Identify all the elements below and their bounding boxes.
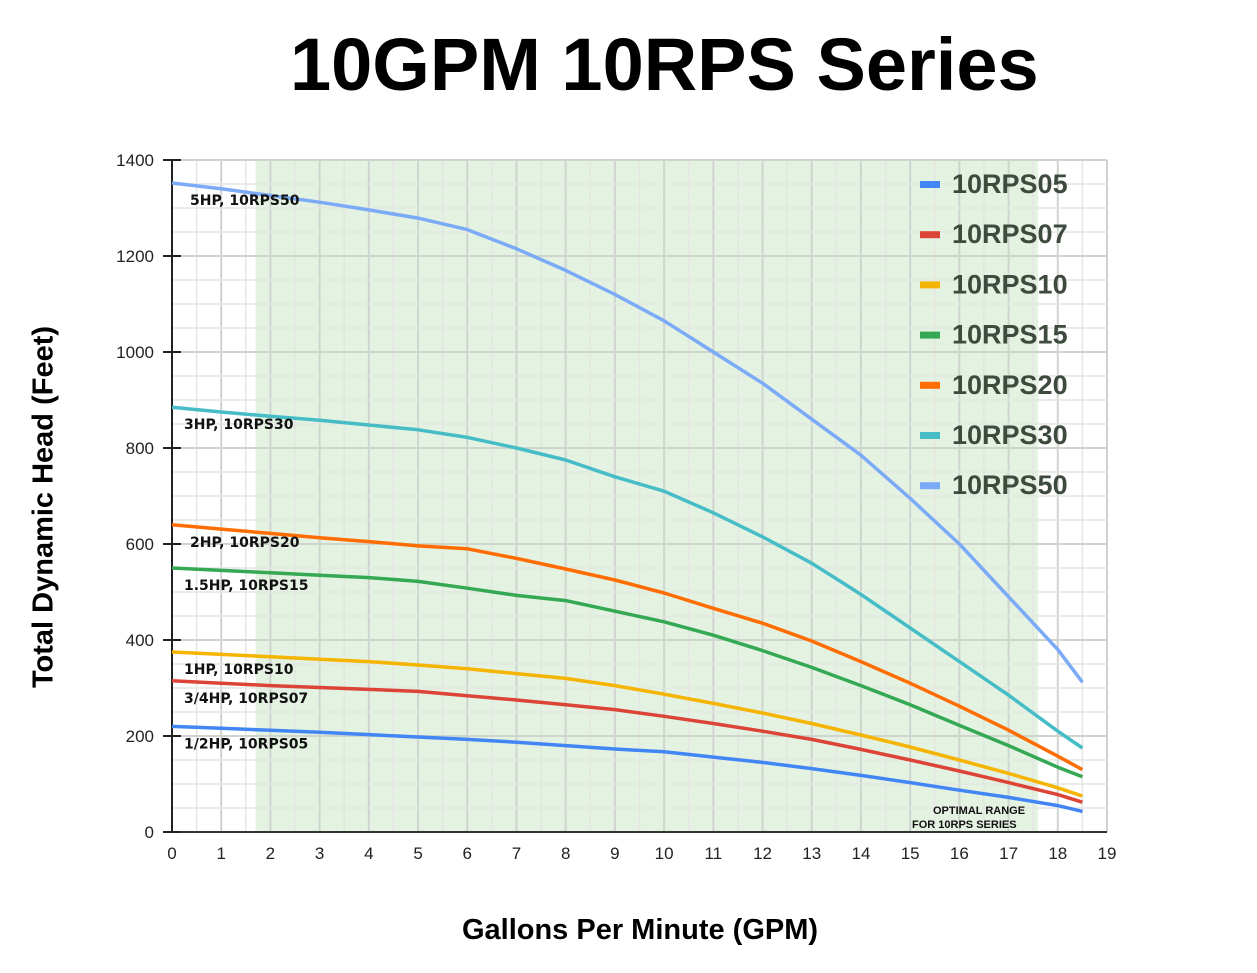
- series-annotation: 2HP, 10RPS20: [190, 535, 300, 551]
- x-tick-label: 16: [950, 844, 969, 863]
- series-annotation: 1HP, 10RPS10: [184, 662, 294, 678]
- y-tick-label: 800: [126, 439, 154, 458]
- x-tick-label: 1: [216, 844, 225, 863]
- x-tick-label: 9: [610, 844, 619, 863]
- y-tick-label: 200: [126, 727, 154, 746]
- x-tick-label: 10: [655, 844, 674, 863]
- optimal-range-label: FOR 10RPS SERIES: [912, 819, 1017, 831]
- x-axis-label: Gallons Per Minute (GPM): [461, 914, 819, 946]
- y-tick-label: 1400: [116, 151, 154, 170]
- legend-entry: 10RPS50: [952, 470, 1068, 500]
- legend-swatch: [920, 231, 940, 239]
- series-annotation: 5HP, 10RPS50: [190, 193, 300, 209]
- series-annotation: 3/4HP, 10RPS07: [184, 691, 308, 707]
- legend-entry: 10RPS05: [952, 169, 1068, 199]
- x-tick-label: 13: [802, 844, 821, 863]
- series-line-10rps50: [171, 181, 1084, 684]
- x-tick-label: 7: [512, 844, 521, 863]
- x-tick-label: 18: [1048, 844, 1067, 863]
- legend-entry: 10RPS10: [952, 269, 1068, 299]
- legend-entry: 10RPS30: [952, 420, 1068, 450]
- x-tick-label: 8: [561, 844, 570, 863]
- series-line-10rps15: [171, 566, 1084, 779]
- x-tick-label: 17: [999, 844, 1018, 863]
- x-tick-label: 3: [315, 844, 324, 863]
- y-tick-label: 400: [126, 631, 154, 650]
- y-tick-label: 1200: [116, 247, 154, 266]
- y-tick-label: 600: [126, 535, 154, 554]
- x-tick-label: 4: [364, 844, 373, 863]
- legend-swatch: [920, 432, 940, 439]
- legend-entry: 10RPS20: [952, 370, 1068, 400]
- series-line-10rps10: [171, 650, 1083, 798]
- y-tick-label: 0: [145, 823, 154, 842]
- legend-entry: 10RPS07: [952, 219, 1068, 249]
- x-tick-label: 15: [901, 844, 920, 863]
- x-tick-label: 2: [266, 844, 275, 863]
- series-annotation: 3HP, 10RPS30: [184, 417, 294, 433]
- series-line-10rps05: [171, 724, 1083, 814]
- x-tick-label: 11: [704, 844, 722, 863]
- x-tick-label: 5: [413, 844, 422, 863]
- series-annotation: 1.5HP, 10RPS15: [184, 578, 309, 594]
- series-line-10rps30: [171, 405, 1084, 750]
- legend-swatch: [920, 331, 940, 339]
- legend-entry: 10RPS15: [952, 320, 1068, 350]
- chart-title: 10GPM 10RPS Series: [290, 23, 1039, 106]
- legend-swatch: [920, 482, 940, 490]
- series-line-10rps20: [171, 523, 1084, 772]
- legend-swatch: [920, 181, 940, 188]
- optimal-range-label: OPTIMAL RANGE: [933, 805, 1025, 817]
- legend-swatch: [920, 281, 940, 289]
- x-tick-label: 6: [463, 844, 472, 863]
- legend-swatch: [920, 381, 940, 389]
- x-tick-label: 0: [167, 844, 176, 863]
- x-tick-label: 12: [753, 844, 772, 863]
- series-annotation: 1/2HP, 10RPS05: [184, 736, 308, 752]
- x-tick-label: 19: [1098, 844, 1117, 863]
- series-line-10rps07: [171, 679, 1083, 804]
- x-tick-label: 14: [851, 844, 870, 863]
- y-tick-label: 1000: [116, 343, 154, 362]
